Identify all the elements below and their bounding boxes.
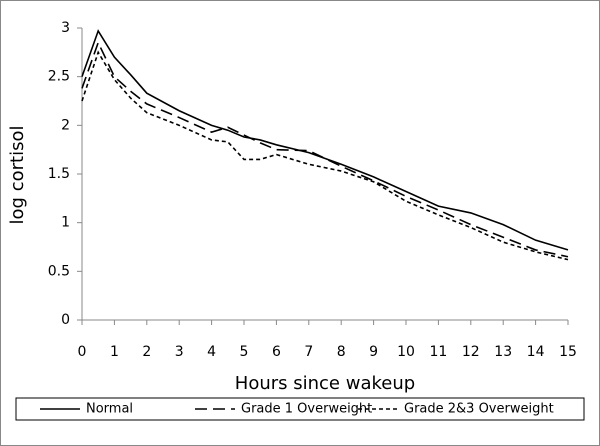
x-tick-label: 8 xyxy=(337,344,346,360)
y-tick-label: 1.5 xyxy=(48,166,70,182)
series-line xyxy=(81,29,569,251)
x-tick-label: 14 xyxy=(527,344,545,360)
x-tick-label: 6 xyxy=(272,344,281,360)
y-tick-label: 0.5 xyxy=(48,263,70,279)
x-tick-label: 3 xyxy=(175,344,184,360)
y-axis-title: log cortisol xyxy=(7,126,28,225)
x-tick-label: 13 xyxy=(494,344,512,360)
series-line xyxy=(81,40,569,258)
series-line xyxy=(81,50,569,261)
y-tick-label: 2 xyxy=(61,117,70,133)
x-tick-label: 7 xyxy=(304,344,313,360)
x-tick-label: 2 xyxy=(142,344,151,360)
y-tick-label: 2.5 xyxy=(48,69,70,85)
x-tick-label: 1 xyxy=(110,344,119,360)
y-tick-label: 0 xyxy=(61,312,70,328)
x-tick-label: 15 xyxy=(559,344,577,360)
x-tick-label: 0 xyxy=(78,344,87,360)
y-tick-label: 1 xyxy=(61,215,70,231)
x-tick-label: 11 xyxy=(429,344,447,360)
legend-label: Grade 2&3 Overweight xyxy=(404,402,554,417)
legend-label: Normal xyxy=(86,402,133,417)
x-axis-title: Hours since wakeup xyxy=(235,373,415,394)
legend-label: Grade 1 Overweight xyxy=(241,402,372,417)
x-tick-label: 4 xyxy=(207,344,216,360)
x-tick-label: 12 xyxy=(462,344,480,360)
y-tick-label: 3 xyxy=(61,20,70,36)
x-tick-label: 5 xyxy=(240,344,249,360)
x-tick-label: 9 xyxy=(369,344,378,360)
legend-box xyxy=(15,397,585,421)
x-tick-label: 10 xyxy=(397,344,415,360)
